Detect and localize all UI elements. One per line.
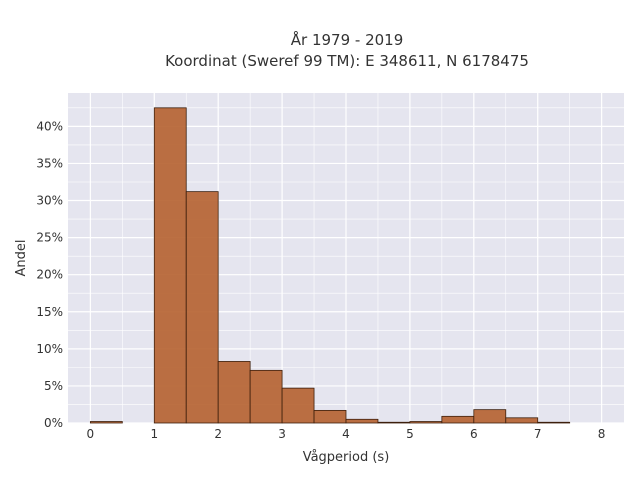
- x-tick-label: 2: [214, 427, 222, 441]
- x-tick-label: 8: [598, 427, 606, 441]
- y-tick-label: 5%: [44, 379, 63, 393]
- histogram-bar: [441, 415, 475, 424]
- y-tick-label: 35%: [36, 156, 63, 170]
- histogram-bar: [537, 421, 571, 424]
- y-tick-label: 40%: [36, 119, 63, 133]
- x-tick-label: 0: [87, 427, 95, 441]
- chart-title: År 1979 - 2019: [291, 30, 404, 49]
- histogram-bar: [153, 107, 187, 424]
- y-tick-label: 0%: [44, 416, 63, 430]
- histogram-bar: [249, 369, 283, 424]
- histogram-bar: [313, 409, 347, 424]
- x-tick-labels: 0 1 2 3 4 5 6 7 8: [87, 427, 606, 441]
- y-tick-label: 10%: [36, 342, 63, 356]
- histogram-bar: [217, 361, 251, 424]
- histogram-bar: [377, 421, 411, 424]
- y-tick-label: 25%: [36, 231, 63, 245]
- y-tick-label: 30%: [36, 194, 63, 208]
- histogram-bar: [281, 387, 315, 424]
- x-tick-label: 5: [406, 427, 414, 441]
- histogram-bar: [89, 421, 123, 424]
- y-tick-label: 15%: [36, 305, 63, 319]
- x-tick-label: 7: [534, 427, 542, 441]
- x-tick-label: 1: [150, 427, 158, 441]
- histogram-bar: [185, 191, 219, 424]
- histogram-bars: [89, 107, 571, 424]
- histogram-bar: [473, 409, 507, 424]
- chart-subtitle: Koordinat (Sweref 99 TM): E 348611, N 61…: [165, 52, 529, 70]
- histogram-bar: [505, 417, 539, 424]
- histogram-bar: [345, 418, 379, 424]
- y-axis-title: Andel: [14, 240, 29, 277]
- x-tick-label: 3: [278, 427, 286, 441]
- y-tick-labels: 0% 5% 10% 15% 20% 25% 30% 35% 40%: [36, 119, 63, 430]
- y-tick-label: 20%: [36, 268, 63, 282]
- histogram-bar: [409, 421, 443, 424]
- x-tick-label: 4: [342, 427, 350, 441]
- x-tick-label: 6: [470, 427, 478, 441]
- x-axis-title: Vågperiod (s): [303, 450, 390, 465]
